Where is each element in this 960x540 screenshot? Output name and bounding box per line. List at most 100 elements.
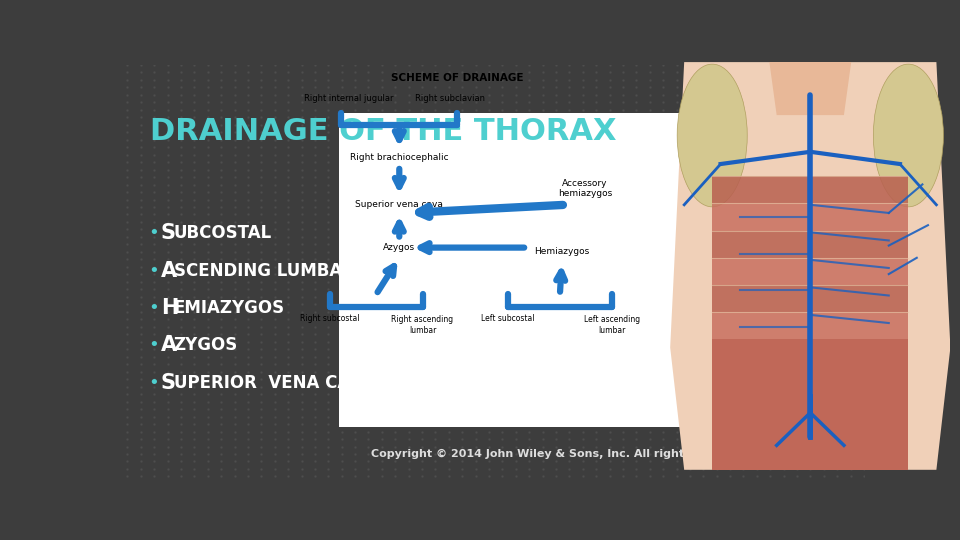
Point — [213, 442, 228, 451]
Point — [227, 457, 242, 466]
Point — [267, 285, 282, 294]
Point — [307, 136, 323, 144]
Point — [213, 98, 228, 106]
Point — [856, 472, 872, 481]
Point — [535, 180, 550, 189]
Point — [374, 307, 390, 316]
Point — [776, 225, 791, 234]
Point — [843, 180, 858, 189]
Point — [856, 300, 872, 309]
Point — [133, 248, 149, 256]
Point — [361, 113, 376, 122]
Point — [267, 218, 282, 226]
Point — [307, 420, 323, 428]
Point — [656, 188, 671, 197]
Point — [575, 173, 590, 181]
Point — [468, 360, 483, 368]
Point — [735, 195, 751, 204]
Point — [669, 98, 684, 106]
Point — [696, 262, 711, 271]
Text: Left ascending
lumbar: Left ascending lumbar — [584, 315, 640, 335]
Point — [629, 464, 644, 473]
Point — [280, 136, 296, 144]
Point — [374, 300, 390, 309]
Point — [160, 464, 176, 473]
Point — [683, 120, 698, 129]
Point — [803, 165, 818, 174]
Point — [401, 60, 417, 69]
Point — [454, 397, 469, 406]
Point — [253, 180, 269, 189]
Point — [548, 353, 564, 361]
Point — [334, 255, 349, 264]
Point — [829, 315, 845, 323]
Point — [494, 427, 510, 436]
Point — [494, 262, 510, 271]
Point — [656, 202, 671, 211]
Point — [468, 375, 483, 383]
Point — [749, 165, 764, 174]
Point — [588, 367, 604, 376]
Point — [629, 136, 644, 144]
Point — [629, 315, 644, 323]
Point — [147, 210, 162, 219]
Point — [481, 60, 496, 69]
Point — [481, 90, 496, 99]
Point — [575, 270, 590, 279]
Point — [186, 442, 202, 451]
Point — [829, 412, 845, 421]
Point — [174, 248, 189, 256]
Point — [442, 285, 457, 294]
Point — [683, 450, 698, 458]
Point — [307, 210, 323, 219]
Point — [521, 150, 537, 159]
Point — [548, 427, 564, 436]
Point — [133, 345, 149, 354]
Point — [735, 293, 751, 301]
Point — [683, 76, 698, 84]
Point — [683, 195, 698, 204]
Point — [468, 60, 483, 69]
Point — [388, 262, 403, 271]
Point — [334, 367, 349, 376]
Point — [816, 464, 831, 473]
Point — [200, 375, 215, 383]
Point — [642, 322, 658, 331]
Point — [240, 180, 255, 189]
Point — [789, 293, 804, 301]
Point — [683, 262, 698, 271]
Point — [656, 367, 671, 376]
Point — [709, 293, 725, 301]
Point — [816, 173, 831, 181]
Point — [588, 285, 604, 294]
Point — [415, 158, 430, 166]
Point — [521, 435, 537, 443]
Point — [588, 397, 604, 406]
Point — [388, 360, 403, 368]
Point — [454, 442, 469, 451]
Point — [602, 60, 617, 69]
Point — [186, 345, 202, 354]
Point — [709, 90, 725, 99]
Point — [722, 405, 737, 414]
Point — [696, 128, 711, 137]
Point — [776, 390, 791, 399]
Point — [468, 105, 483, 114]
Point — [508, 285, 523, 294]
Point — [361, 307, 376, 316]
Point — [816, 202, 831, 211]
Point — [280, 420, 296, 428]
Point — [200, 225, 215, 234]
Point — [669, 150, 684, 159]
Point — [843, 202, 858, 211]
Point — [280, 143, 296, 151]
Point — [669, 472, 684, 481]
Text: •: • — [148, 224, 159, 242]
Point — [548, 90, 564, 99]
Point — [481, 382, 496, 391]
Point — [294, 307, 309, 316]
Point — [816, 472, 831, 481]
Point — [508, 307, 523, 316]
Point — [227, 90, 242, 99]
Point — [174, 240, 189, 249]
